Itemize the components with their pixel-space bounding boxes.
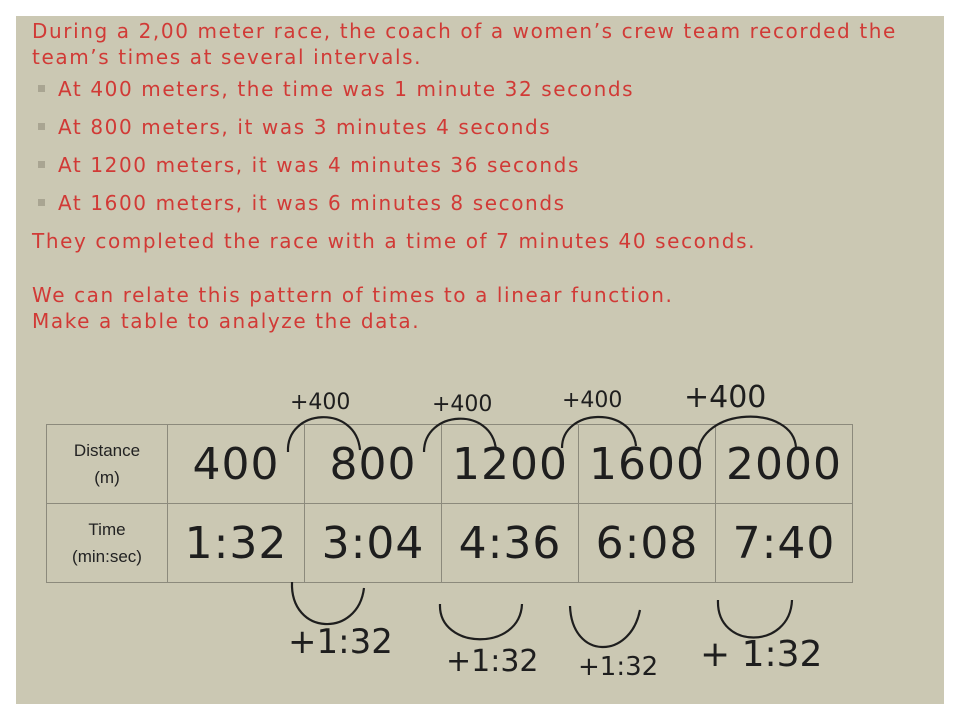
intro-paragraph: During a 2,00 meter race, the coach of a… (32, 19, 897, 69)
distance-time-table: Distance (m) 400 800 1200 1600 2000 Time… (46, 424, 853, 583)
top-arc (560, 415, 638, 449)
make-table-sentence: Make a table to analyze the data. (32, 309, 421, 333)
time-cell: 7:40 (715, 503, 853, 583)
time-cell: 3:04 (304, 503, 442, 583)
bottom-arc (716, 599, 794, 639)
table-row: Time (min:sec) 1:32 3:04 4:36 6:08 7:40 (46, 503, 853, 583)
closing-sentence: They completed the race with a time of 7… (32, 229, 757, 253)
distance-cell: 1200 (441, 424, 579, 504)
time-header: Time (min:sec) (46, 503, 168, 583)
distance-header: Distance (m) (46, 424, 168, 504)
distance-cell: 1600 (578, 424, 716, 504)
list-item: At 800 meters, it was 3 minutes 4 second… (38, 114, 912, 140)
bottom-arc (568, 605, 642, 648)
slide (16, 16, 944, 704)
bottom-arc (290, 581, 366, 626)
problem-text: During a 2,00 meter race, the coach of a… (32, 18, 912, 334)
distance-cell: 2000 (715, 424, 853, 504)
distance-step-label: +400 (562, 388, 623, 413)
relate-sentence: We can relate this pattern of times to a… (32, 283, 674, 307)
square-bullet-icon (38, 123, 45, 130)
time-cell: 6:08 (578, 503, 716, 583)
time-cell: 1:32 (167, 503, 305, 583)
square-bullet-icon (38, 161, 45, 168)
distance-step-label: +400 (684, 380, 767, 415)
distance-cell: 400 (167, 424, 305, 504)
bottom-arc (438, 603, 524, 641)
list-item: At 1600 meters, it was 6 minutes 8 secon… (38, 190, 912, 216)
list-item: At 400 meters, the time was 1 minute 32 … (38, 76, 912, 102)
table-row: Distance (m) 400 800 1200 1600 2000 (46, 424, 853, 504)
top-arc (696, 415, 798, 457)
distance-step-label: +400 (290, 390, 351, 415)
interval-list: At 400 meters, the time was 1 minute 32 … (32, 76, 912, 216)
time-step-label: + 1:32 (700, 634, 823, 675)
top-arc (286, 416, 362, 453)
top-arc (422, 417, 498, 453)
square-bullet-icon (38, 199, 45, 206)
square-bullet-icon (38, 85, 45, 92)
time-step-label: +1:32 (578, 652, 659, 682)
time-step-label: +1:32 (288, 622, 393, 662)
time-step-label: +1:32 (446, 644, 539, 679)
list-item: At 1200 meters, it was 4 minutes 36 seco… (38, 152, 912, 178)
time-cell: 4:36 (441, 503, 579, 583)
distance-step-label: +400 (432, 392, 493, 417)
